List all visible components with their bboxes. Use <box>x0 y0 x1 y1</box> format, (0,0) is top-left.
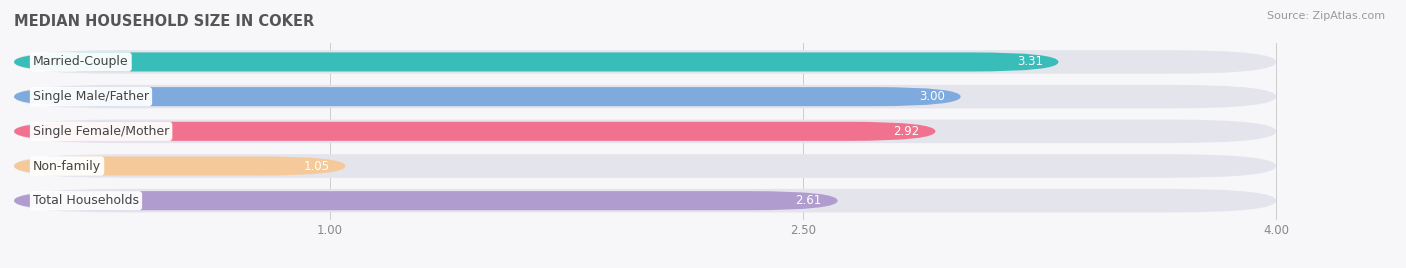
Text: 2.61: 2.61 <box>796 194 823 207</box>
FancyBboxPatch shape <box>14 191 838 210</box>
FancyBboxPatch shape <box>14 87 960 106</box>
FancyBboxPatch shape <box>14 189 1277 213</box>
FancyBboxPatch shape <box>14 50 1277 74</box>
Text: Single Female/Mother: Single Female/Mother <box>32 125 169 138</box>
FancyBboxPatch shape <box>14 122 935 141</box>
FancyBboxPatch shape <box>14 157 346 176</box>
FancyBboxPatch shape <box>14 85 1277 109</box>
Text: 3.31: 3.31 <box>1017 55 1043 68</box>
Text: MEDIAN HOUSEHOLD SIZE IN COKER: MEDIAN HOUSEHOLD SIZE IN COKER <box>14 14 315 29</box>
Text: 2.92: 2.92 <box>893 125 920 138</box>
Text: Total Households: Total Households <box>32 194 139 207</box>
FancyBboxPatch shape <box>14 120 1277 143</box>
FancyBboxPatch shape <box>14 154 1277 178</box>
Text: 1.05: 1.05 <box>304 159 329 173</box>
Text: Single Male/Father: Single Male/Father <box>32 90 149 103</box>
Text: 3.00: 3.00 <box>920 90 945 103</box>
Text: Non-family: Non-family <box>32 159 101 173</box>
FancyBboxPatch shape <box>14 53 1059 72</box>
Text: Source: ZipAtlas.com: Source: ZipAtlas.com <box>1267 11 1385 21</box>
Text: Married-Couple: Married-Couple <box>32 55 128 68</box>
